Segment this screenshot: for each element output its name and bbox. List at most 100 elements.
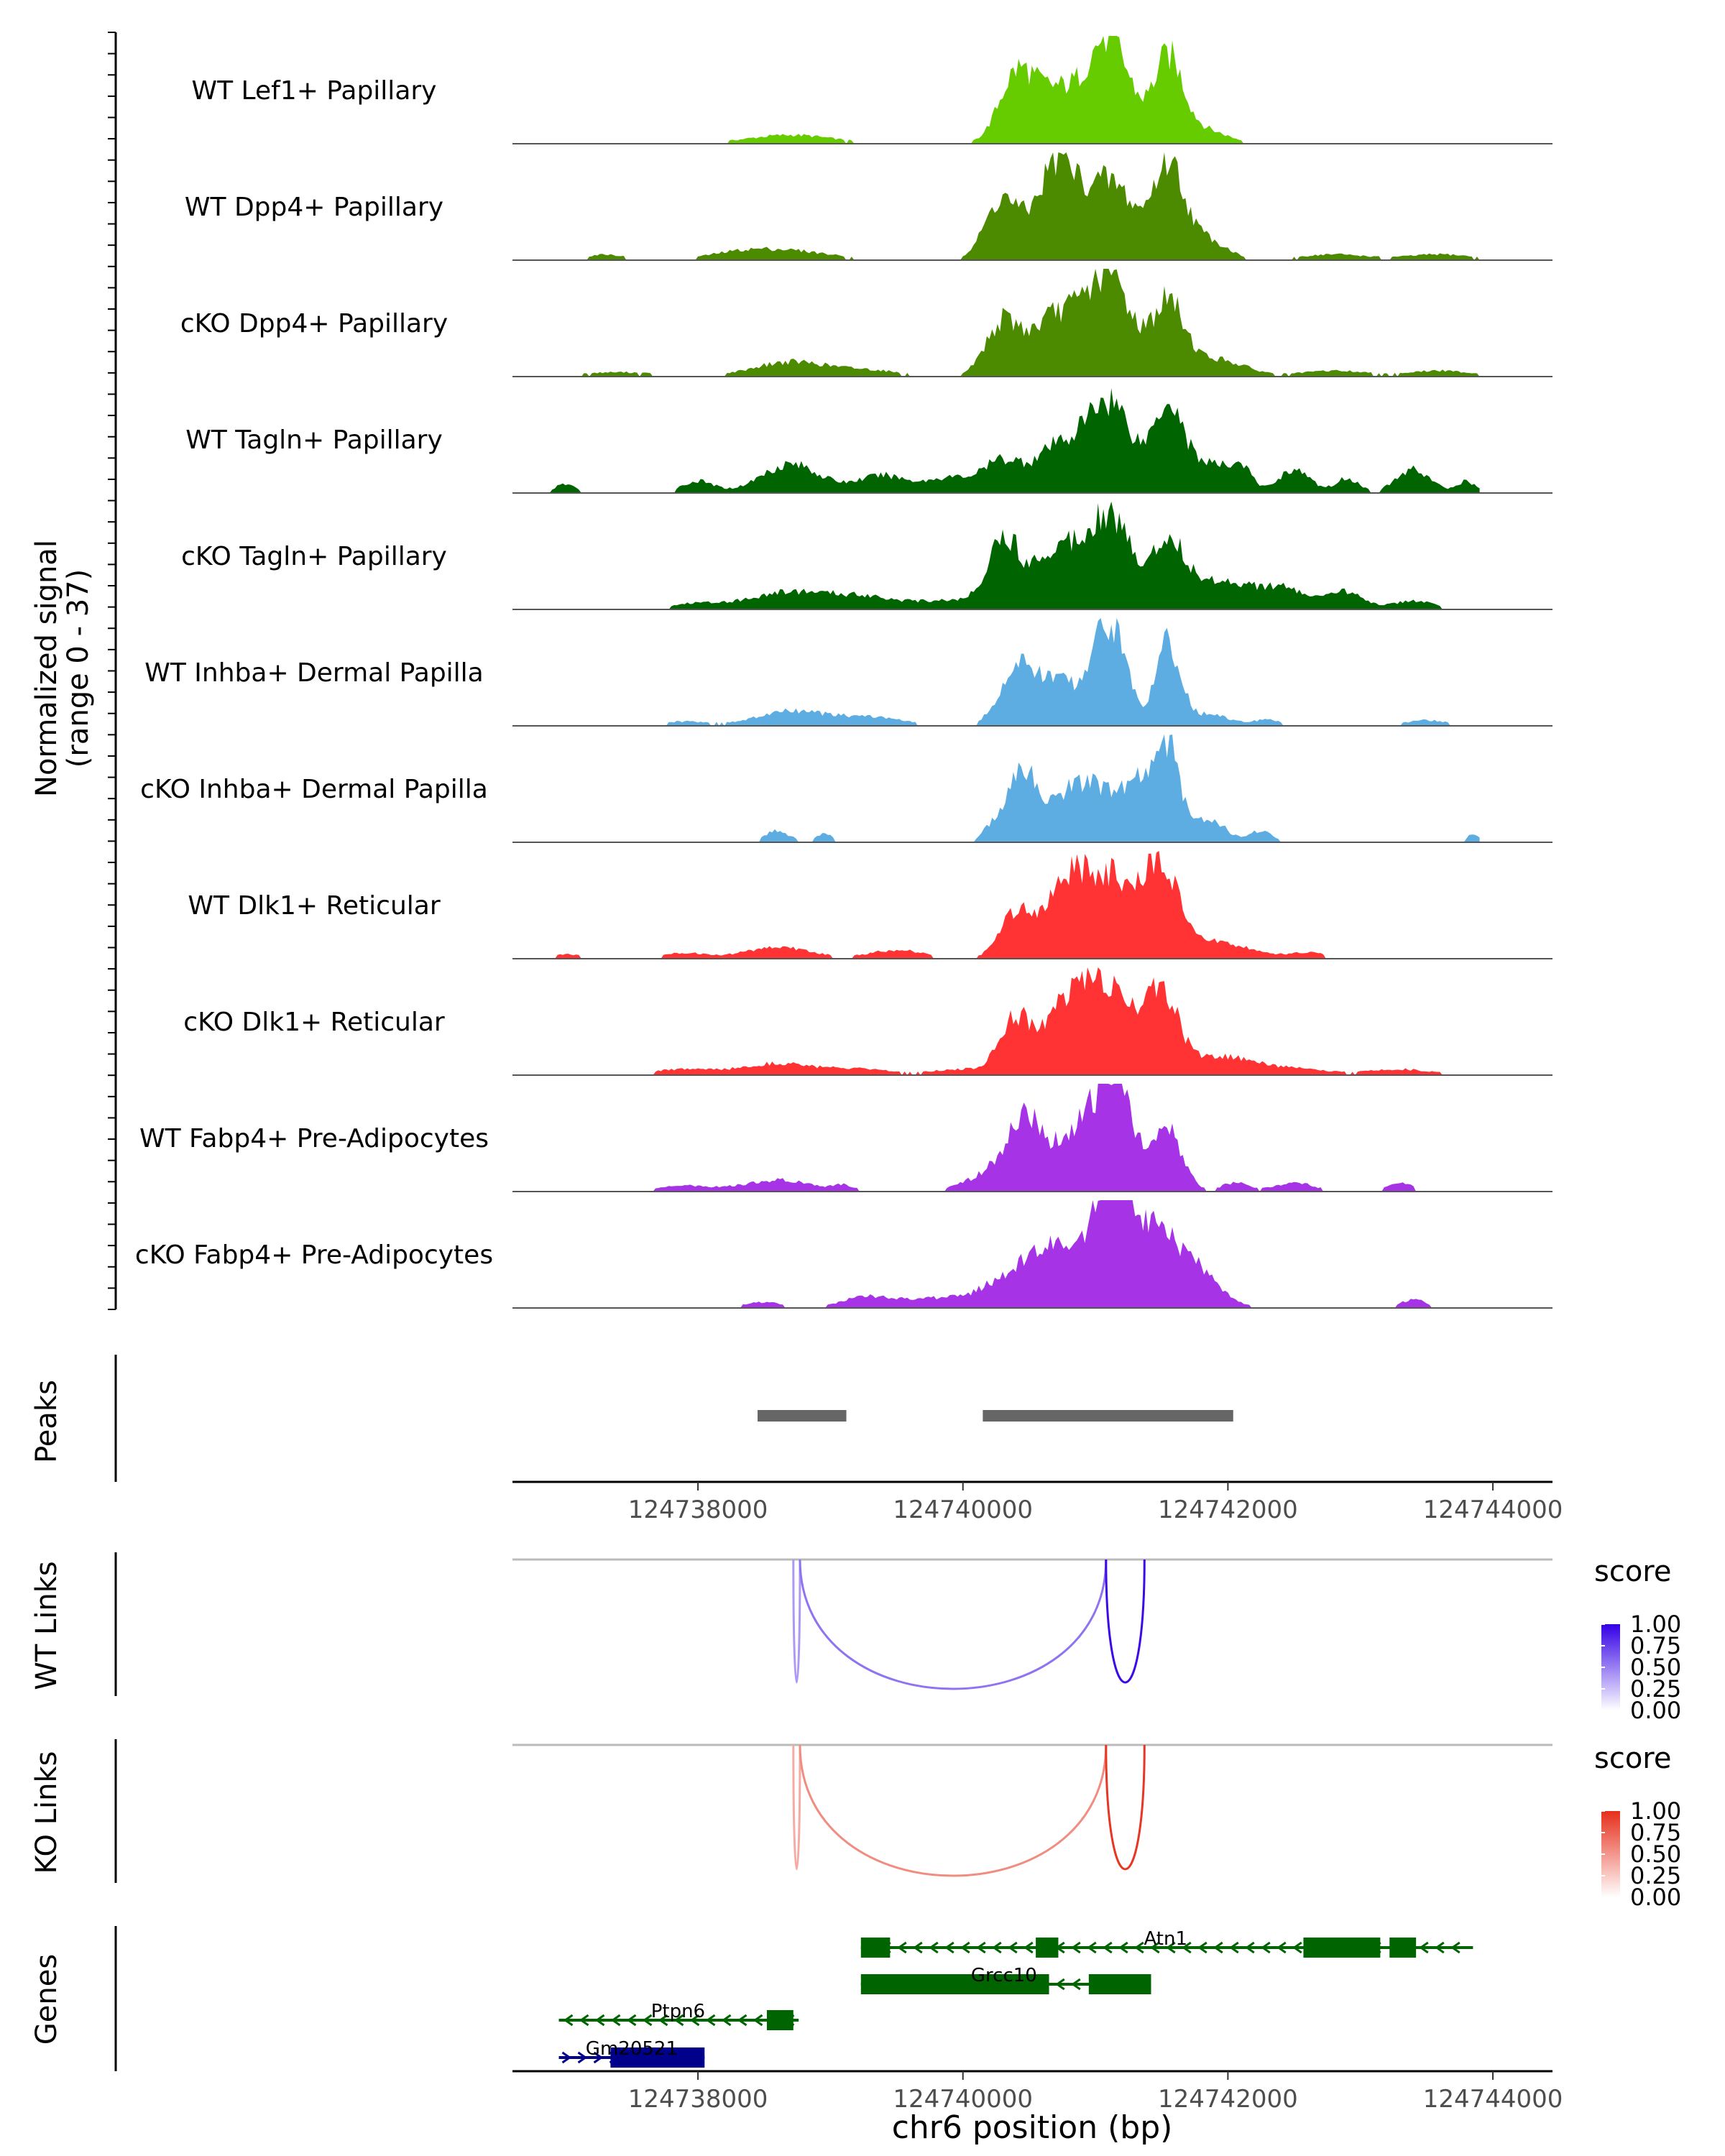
coverage-area-11: [525, 1200, 1480, 1308]
gene-strand-arrow: [1182, 1941, 1192, 1954]
gene-strand-arrow: [1450, 1941, 1460, 1954]
gene-strand-arrow: [1103, 1941, 1113, 1954]
coverage-y-axis-title: Normalized signal: [30, 540, 63, 797]
gene-exon-Atn1: [860, 1938, 891, 1958]
link-arc-2: [799, 1559, 1108, 1690]
coverage-area-5: [525, 502, 1480, 609]
coverage-area-3: [525, 269, 1480, 377]
ko-links-label: KO Links: [30, 1751, 63, 1874]
coverage-track-label-1: WT Lef1+ Papillary: [192, 76, 437, 106]
legend-tick-label: 0.50: [1630, 1841, 1681, 1868]
gene-strand-arrow: [944, 1941, 954, 1954]
gene-exon-Atn1: [1303, 1938, 1381, 1958]
gene-strand-arrow: [594, 2014, 605, 2027]
legend-tick-label: 1.00: [1630, 1611, 1681, 1638]
genes-panel: Atn1 Grcc10 Ptpn6 Gm20521: [114, 1926, 1473, 2071]
peaks-track-label: Peaks: [30, 1380, 63, 1463]
coverage-track-label-9: cKO Dlk1+ Reticular: [183, 1008, 445, 1037]
gene-strand-arrow: [960, 1941, 970, 1954]
coverage-track-label-2: WT Dpp4+ Papillary: [185, 193, 443, 222]
legend-tick-label: 0.75: [1630, 1819, 1681, 1846]
gene-exon-Ptpn6: [766, 2010, 794, 2030]
gene-label-Ptpn6: Ptpn6: [651, 2001, 705, 2022]
genes-track-label: Genes: [30, 1954, 63, 2045]
gene-exon-Atn1: [1389, 1938, 1417, 1958]
coverage-panel: WT Lef1+ Papillary WT Dpp4+ Papillary cKO …: [108, 32, 1552, 1310]
middle-x-axis: 124738000 124740000 124742000 124744000: [512, 1480, 1563, 1524]
gene-strand-arrow: [1213, 1941, 1223, 1954]
gene-strand-arrow: [929, 1941, 939, 1954]
wt-links-panel: [114, 1552, 1552, 1696]
gene-strand-arrow: [1134, 1941, 1144, 1954]
gene-strand-arrow: [1150, 1941, 1160, 1954]
gene-strand-arrow: [563, 2014, 574, 2027]
x-axis-title: chr6 position (bp): [892, 2109, 1173, 2146]
gene-strand-arrow: [673, 2014, 684, 2027]
legend-tick-label: 0.50: [1630, 1654, 1681, 1681]
link-arc-1: [792, 1744, 801, 1871]
x-axis-2-tick-label: 124742000: [1158, 2085, 1298, 2114]
legend-tick-label: 1.00: [1630, 1797, 1681, 1825]
gene-strand-arrow: [1166, 1941, 1176, 1954]
coverage-area-10: [525, 1084, 1480, 1192]
coverage-y-axis-subtitle: (range 0 - 37): [62, 569, 95, 768]
x-axis-1-tick-label: 124738000: [628, 1496, 768, 1524]
x-axis-2-tick-label: 124738000: [628, 2085, 768, 2114]
gene-strand-arrow: [1245, 1941, 1255, 1954]
wt-links-label: WT Links: [30, 1561, 63, 1690]
peak-bar-1: [758, 1410, 847, 1422]
gene-strand-arrow: [705, 2014, 716, 2027]
gene-strand-arrow: [737, 2014, 748, 2027]
gene-strand-arrow: [1118, 1941, 1128, 1954]
gene-strand-arrow: [1419, 1941, 1429, 1954]
gene-strand-arrow: [1197, 1941, 1208, 1954]
gene-strand-arrow: [579, 2014, 589, 2027]
gene-label-Grcc10: Grcc10: [971, 1965, 1037, 1986]
gene-strand-arrow: [1071, 1978, 1081, 1991]
legend-tick-label: 0.00: [1630, 1884, 1681, 1911]
coverage-area-7: [525, 734, 1480, 842]
gene-strand-arrow: [1292, 1941, 1302, 1954]
x-axis-2-tick-label: 124744000: [1423, 2085, 1563, 2114]
coverage-area-4: [525, 388, 1480, 493]
gene-label-Gm20521: Gm20521: [586, 2038, 678, 2060]
gene-strand-arrow: [913, 1941, 923, 1954]
legend-tick-label: 0.25: [1630, 1675, 1681, 1703]
gene-strand-arrow: [1008, 1941, 1018, 1954]
coverage-track-label-10: WT Fabp4+ Pre-Adipocytes: [139, 1124, 489, 1153]
legend-tick-label: 0.75: [1630, 1632, 1681, 1659]
legend-tick-label: 0.00: [1630, 1697, 1681, 1724]
gene-strand-arrow: [658, 2014, 668, 2027]
gene-strand-arrow: [626, 2014, 637, 2027]
gene-strand-arrow: [1276, 1941, 1287, 1954]
wt-links-legend: score 1.000.750.500.250.00: [1594, 1555, 1681, 1724]
coverage-area-6: [525, 618, 1480, 726]
coverage-track-label-3: cKO Dpp4+ Papillary: [180, 309, 448, 338]
bottom-x-axis: 124738000 124740000 124742000 124744000: [512, 2070, 1563, 2114]
gene-strand-arrow: [721, 2014, 732, 2027]
gene-exon-Grcc10: [860, 1974, 1049, 1994]
link-arc-1: [792, 1559, 801, 1684]
gene-strand-arrow: [1087, 1941, 1097, 1954]
ko-links-panel: [114, 1739, 1552, 1883]
ko-links-legend: score 1.000.750.500.250.00: [1594, 1742, 1681, 1911]
link-arc-3: [1105, 1744, 1146, 1871]
gene-strand-arrow: [593, 2051, 604, 2064]
gene-strand-arrow: [561, 2051, 572, 2064]
coverage-area-8: [525, 851, 1480, 959]
gene-strand-arrow: [1435, 1941, 1445, 1954]
link-arc-3: [1105, 1559, 1146, 1684]
gene-exon-Gm20521: [610, 2047, 705, 2068]
coverage-track-label-5: cKO Tagln+ Papillary: [181, 542, 447, 571]
peak-bar-2: [983, 1410, 1233, 1422]
gene-strand-arrow: [1229, 1941, 1239, 1954]
gene-strand-arrow: [753, 2014, 763, 2027]
coverage-area-2: [525, 152, 1480, 260]
legend-tick-label: 0.25: [1630, 1862, 1681, 1889]
gene-strand-arrow: [1261, 1941, 1271, 1954]
gene-strand-arrow: [642, 2014, 653, 2027]
x-axis-2-tick-label: 124740000: [893, 2085, 1033, 2114]
coverage-track-label-11: cKO Fabp4+ Pre-Adipocytes: [135, 1240, 493, 1270]
gene-strand-arrow: [610, 2014, 621, 2027]
